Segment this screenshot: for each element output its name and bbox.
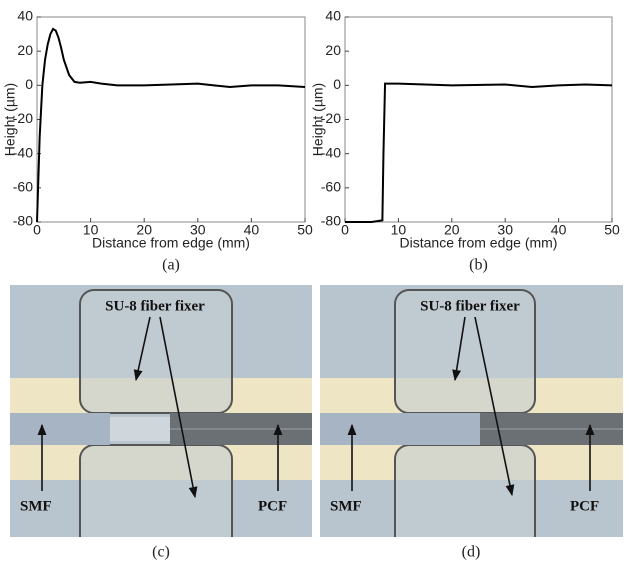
x-tick-label: 20 [444, 222, 460, 238]
y-tick-label: 20 [17, 42, 33, 58]
micrograph-c: SU-8 fiber fixer SMF PCF [10, 285, 312, 537]
smf-label: SMF [20, 498, 52, 514]
arrow [474, 316, 515, 497]
y-tick-label: -20 [321, 110, 341, 126]
charts: -80 -60 -40 -20 0 20 40 0 10 20 30 40 50 Distance fro… [2, 8, 620, 274]
x-tick-label: 10 [391, 222, 407, 238]
caption: (c) [152, 544, 170, 561]
fixer-label: SU-8 fiber fixer [420, 298, 520, 314]
x-tick-label: 20 [136, 222, 152, 238]
chart: -80 -60 -40 -20 0 20 40 0 10 20 30 40 50 Distance fro… [310, 8, 620, 274]
y-tick-label: 0 [25, 76, 33, 92]
y-tick-label: 0 [333, 76, 341, 92]
y-tick-label: -60 [321, 179, 341, 195]
y-tick-label: 20 [325, 42, 341, 58]
y-tick-label: -20 [13, 110, 33, 126]
fixer-label: SU-8 fiber fixer [105, 298, 205, 314]
x-tick-label: 10 [83, 222, 99, 238]
y-tick-label: 40 [325, 8, 341, 24]
y-tick-label: -80 [321, 213, 341, 229]
arrow [159, 316, 198, 499]
data-line [345, 82, 613, 223]
y-tick-label: -40 [321, 144, 341, 160]
y-tick-label: -40 [13, 144, 33, 160]
x-tick-label: 40 [551, 222, 567, 238]
micrograph-d: SU-8 fiber fixer SMF PCF [320, 285, 623, 537]
data-line [36, 27, 306, 223]
smf-label: SMF [330, 498, 362, 514]
pcf-label: PCF [570, 498, 599, 514]
arrow [452, 316, 466, 382]
x-tick-label: 50 [297, 222, 313, 238]
caption: (a) [162, 257, 180, 274]
x-tick-label: 30 [497, 222, 513, 238]
x-tick-label: 50 [604, 222, 620, 238]
x-tick-label: 0 [341, 222, 349, 238]
x-tick-label: 30 [190, 222, 206, 238]
chart: -80 -60 -40 -20 0 20 40 0 10 20 30 40 50 Distance fro… [2, 8, 313, 274]
pcf-label: PCF [258, 498, 287, 514]
x-tick-label: 40 [244, 222, 260, 238]
y-tick-label: 40 [17, 8, 33, 24]
x-axis-label: Distance from edge (mm) [92, 235, 250, 251]
x-tick-label: 0 [33, 222, 41, 238]
y-tick-label: -80 [13, 213, 33, 229]
y-axis-label: Height (µm) [2, 83, 18, 156]
arrow [133, 316, 151, 382]
y-tick-label: -60 [13, 179, 33, 195]
caption: (d) [462, 544, 481, 561]
x-axis-label: Distance from edge (mm) [400, 235, 558, 251]
caption: (b) [469, 257, 488, 274]
y-axis-label: Height (µm) [310, 83, 326, 156]
plot-area [36, 16, 306, 223]
